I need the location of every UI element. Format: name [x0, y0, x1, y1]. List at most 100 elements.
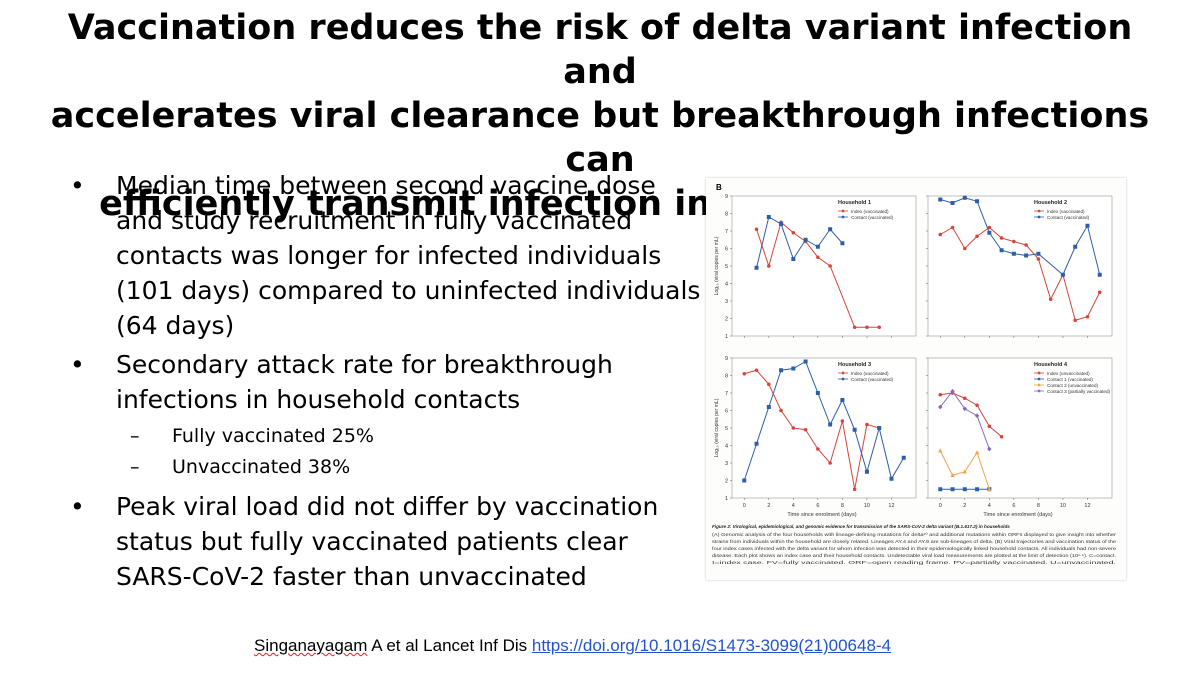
- data-point: [950, 225, 955, 230]
- data-point: [963, 246, 967, 251]
- data-point: [1085, 314, 1090, 319]
- data-point: [828, 461, 832, 465]
- legend-label: Contact 1 (vaccinated): [1047, 377, 1093, 382]
- legend-marker: [841, 377, 845, 381]
- x-tick-label: 6: [816, 503, 819, 509]
- data-point: [754, 227, 759, 232]
- series-line: [756, 221, 880, 328]
- slide-title: Vaccination reduces the risk of delta va…: [40, 6, 1160, 226]
- data-point: [938, 197, 943, 202]
- bullet-dot: •: [70, 171, 85, 200]
- data-point: [889, 476, 894, 481]
- data-point: [828, 264, 832, 268]
- citation-author: Singanayagam: [254, 636, 368, 655]
- y-axis-label: Log₁₀ (viral copies per mL): [714, 398, 720, 457]
- figure-caption-title: Figure 2: Virological, epidemiological, …: [712, 524, 1010, 529]
- data-point: [938, 392, 943, 397]
- data-point: [987, 225, 992, 230]
- legend-label: Index (vaccinated): [851, 371, 889, 376]
- data-point: [766, 405, 771, 409]
- data-point: [1011, 251, 1016, 256]
- citation: Singanayagam A et al Lancet Inf Dis http…: [254, 636, 891, 656]
- data-point: [742, 478, 747, 483]
- bullet-item: • Secondary attack rate for breakthrough…: [70, 347, 710, 417]
- y-tick-label: 5: [725, 426, 728, 432]
- data-point: [754, 368, 759, 373]
- sub-bullet-dash: –: [130, 456, 140, 478]
- data-point: [975, 234, 979, 239]
- bullet-text: Peak viral load did not differ by vaccin…: [116, 492, 659, 591]
- data-point: [791, 426, 796, 430]
- y-tick-label: 2: [725, 317, 728, 323]
- data-point: [938, 448, 943, 453]
- legend-marker: [841, 215, 845, 219]
- data-point: [877, 426, 882, 430]
- data-point: [938, 487, 943, 492]
- x-tick-label: 2: [767, 503, 770, 509]
- data-point: [840, 241, 845, 246]
- citation-text: A et al Lancet Inf Dis: [367, 636, 532, 655]
- legend-label: Index (vaccinated): [1047, 209, 1085, 214]
- data-point: [950, 388, 955, 394]
- data-point: [974, 450, 980, 455]
- legend-label: Index (unvaccinated): [1047, 371, 1090, 376]
- bullet-item: • Median time between second vaccine dos…: [70, 168, 710, 343]
- data-point: [766, 215, 771, 219]
- sub-bullet-item: – Fully vaccinated 25%: [70, 421, 710, 452]
- bullet-list: • Median time between second vaccine dos…: [70, 168, 710, 598]
- data-point: [828, 422, 833, 427]
- x-tick-label: 4: [792, 503, 795, 509]
- legend-label: Contact 3 (partially vaccinated): [1047, 389, 1111, 394]
- y-axis-label: Log₁₀ (viral copies per mL): [714, 236, 720, 295]
- data-point: [1036, 251, 1041, 256]
- data-point: [1097, 272, 1102, 277]
- data-point: [779, 222, 784, 226]
- figure-caption-line: disease. Each plot shows an index case a…: [712, 553, 1116, 558]
- y-tick-label: 5: [725, 264, 728, 270]
- data-point: [962, 487, 967, 492]
- data-point: [1085, 223, 1090, 228]
- data-point: [1036, 257, 1041, 261]
- panel-title: Household 4: [1034, 362, 1068, 368]
- y-tick-label: 3: [725, 461, 728, 467]
- data-point: [962, 469, 967, 474]
- x-tick-label: 10: [1060, 503, 1066, 509]
- series-line: [940, 226, 1101, 321]
- panel-title: Household 1: [838, 200, 871, 206]
- sub-bullet-dash: –: [130, 425, 140, 447]
- data-point: [999, 236, 1004, 240]
- y-tick-label: 3: [725, 299, 728, 305]
- data-point: [742, 371, 747, 376]
- doi-link[interactable]: https://doi.org/10.1016/S1473-3099(21)00…: [531, 636, 892, 655]
- data-point: [1073, 318, 1077, 323]
- data-point: [803, 427, 808, 432]
- y-tick-label: 4: [725, 444, 728, 450]
- sub-bullet-item: – Unvaccinated 38%: [70, 452, 710, 483]
- legend-label: Contact 2 (unvaccinated): [1047, 383, 1099, 388]
- panel-frame: [927, 357, 1113, 499]
- data-point: [815, 244, 820, 249]
- data-point: [779, 368, 784, 373]
- y-tick-label: 8: [725, 212, 728, 218]
- panel-title: Household 2: [1034, 200, 1067, 206]
- x-tick-label: 4: [988, 503, 991, 509]
- sub-bullet-text: Unvaccinated 38%: [172, 456, 351, 478]
- lancet-figure: B 1 2 3 4 5 6 7 8 9 Log₁₀ (viral copies per mL) Hou…: [706, 178, 1126, 580]
- panel-frame: [731, 195, 917, 337]
- x-tick-label: 2: [963, 503, 966, 509]
- data-point: [791, 257, 796, 261]
- data-point: [950, 487, 955, 492]
- x-tick-label: 10: [864, 503, 870, 509]
- series-line: [756, 216, 843, 268]
- data-point: [975, 199, 980, 204]
- data-point: [791, 230, 796, 235]
- sub-bullet-text: Fully vaccinated 25%: [172, 425, 374, 447]
- legend-label: Contact (vaccinated): [851, 215, 894, 220]
- legend-marker: [1037, 389, 1041, 393]
- data-point: [803, 359, 808, 364]
- data-point: [852, 487, 857, 492]
- data-point: [1060, 272, 1065, 277]
- y-tick-label: 9: [725, 194, 728, 200]
- legend-marker: [841, 209, 845, 213]
- series-line: [744, 369, 880, 490]
